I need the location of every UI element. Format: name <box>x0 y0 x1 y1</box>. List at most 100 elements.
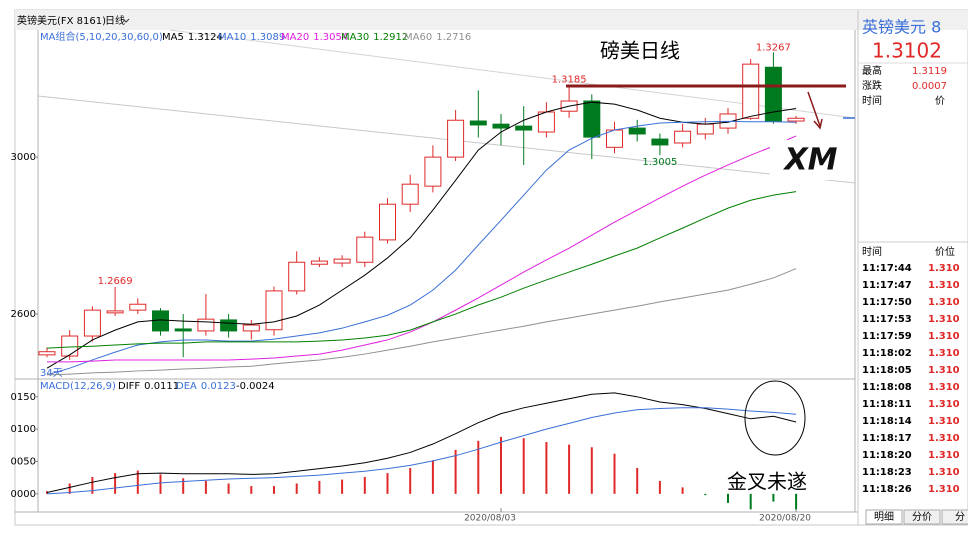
candle-body <box>742 63 760 119</box>
tick-price: 1.310 <box>928 314 960 325</box>
legend-entry[interactable]: MA10 1.3089 <box>218 32 285 43</box>
y-tick-label: 0150 <box>11 392 36 403</box>
candle-body <box>174 328 192 332</box>
tick-time: 11:17:59 <box>862 331 912 342</box>
candle-body <box>242 324 260 332</box>
candle-body <box>379 203 396 241</box>
legend-name: MA5 <box>162 32 184 43</box>
legend-entry[interactable]: DIFF 0.0111 <box>118 381 179 392</box>
candle-body <box>310 260 328 265</box>
macd-bar <box>159 474 162 494</box>
macd-bar <box>613 453 616 494</box>
tab-label[interactable]: 分 <box>955 511 965 523</box>
row-label: 最高 <box>862 64 882 77</box>
macd-bar <box>409 467 412 494</box>
macd-bar <box>568 444 571 494</box>
x-tick-label: 2020/08/03 <box>464 514 516 524</box>
macd-bar <box>477 440 480 494</box>
macd-bar <box>114 473 117 494</box>
tab-label[interactable]: 明细 <box>874 510 894 523</box>
legend-name: MA60 <box>404 32 432 43</box>
candle-body <box>469 120 487 126</box>
legend-entry[interactable]: MA60 1.2716 <box>404 32 471 43</box>
chart-title: 磅美日线 <box>600 39 680 63</box>
candle-body <box>606 129 623 148</box>
tick-time: 11:18:11 <box>862 399 912 410</box>
ma-line <box>47 135 797 363</box>
macd-bar <box>91 477 94 494</box>
legend-entry[interactable]: DEA 0.0123 <box>176 381 236 392</box>
legend-name: DIFF <box>118 381 140 392</box>
header: 价 <box>935 95 945 107</box>
candle-body <box>537 111 555 133</box>
legend-title[interactable]: MACD(12,26,9) <box>40 381 116 392</box>
legend-entry[interactable]: MA20 1.3054 <box>281 32 348 43</box>
toolbar <box>15 10 968 30</box>
legend-value: 0.0111 <box>144 381 179 392</box>
candle-body <box>356 236 374 263</box>
candle-body <box>447 119 465 158</box>
ma-line <box>46 191 797 349</box>
tick-time: 11:18:14 <box>862 416 912 427</box>
candle-body <box>197 318 215 332</box>
candle-body <box>628 127 646 135</box>
macd-bar <box>545 442 548 494</box>
value-label: 1.2669 <box>98 276 133 287</box>
legend-value: -0.0024 <box>236 381 275 392</box>
x-tick-label: 2020/08/20 <box>759 514 811 524</box>
tick-time: 11:17:44 <box>862 263 912 274</box>
legend-entry[interactable]: MA30 1.2912 <box>341 32 408 43</box>
macd-bar <box>704 493 707 496</box>
ma-line <box>46 101 797 369</box>
macd-bar <box>681 487 684 494</box>
value-label: 1.3005 <box>642 157 677 168</box>
tick-price: 1.310 <box>928 382 960 393</box>
macd-bar <box>795 493 798 510</box>
macd-bar <box>204 480 207 494</box>
legend-value: 1.3124 <box>188 32 223 43</box>
y-tick-label: 3000 <box>11 152 36 163</box>
tick-price: 1.310 <box>928 263 960 274</box>
candle-body <box>515 125 533 131</box>
macd-bar <box>772 493 775 502</box>
macd-bar <box>182 478 185 494</box>
tick-price: 1.310 <box>928 433 960 444</box>
tick-time: 11:18:08 <box>862 382 912 393</box>
legend-entry[interactable]: MA5 1.3124 <box>162 32 223 43</box>
candle-body <box>83 309 101 337</box>
macd-bar <box>749 493 752 510</box>
tab[interactable] <box>941 509 968 525</box>
tab-label[interactable]: 分价 <box>912 511 932 523</box>
tick-price: 1.310 <box>928 450 960 461</box>
logo: XM <box>783 143 838 178</box>
header: 价位 <box>935 245 955 258</box>
legend-value: 1.3054 <box>313 32 348 43</box>
macd-bar <box>500 436 502 494</box>
legend-title[interactable]: MA组合(5,10,20,30,60,0) <box>40 30 163 43</box>
tick-price: 1.310 <box>928 365 960 376</box>
macd-bar <box>227 483 230 494</box>
tab[interactable] <box>903 509 941 525</box>
period[interactable]: 日线 <box>105 14 125 27</box>
macd-bar <box>273 486 275 494</box>
row-value: 0.0007 <box>912 81 947 92</box>
legend-value: 1.2912 <box>373 32 408 43</box>
tick-price: 1.310 <box>928 297 960 308</box>
candle-body <box>220 319 238 332</box>
ma-line <box>46 268 797 376</box>
tab[interactable] <box>865 509 903 525</box>
tick-time: 11:17:50 <box>862 297 912 308</box>
tick-price: 1.310 <box>928 484 960 495</box>
candle-body <box>787 117 805 122</box>
value-label: 1.3185 <box>552 75 587 86</box>
macd-bar <box>386 473 389 494</box>
tick-time: 11:18:17 <box>862 433 912 444</box>
quote-price: 1.3102 <box>872 39 942 63</box>
tick-time: 11:18:20 <box>862 450 912 461</box>
tick-time: 11:18:05 <box>862 365 912 376</box>
macd-bar <box>431 460 434 494</box>
candle-body <box>583 100 601 138</box>
y-tick-label: 0000 <box>11 489 36 500</box>
symbol[interactable]: 英镑美元(FX 8161) <box>17 14 106 27</box>
tick-price: 1.310 <box>928 348 960 359</box>
